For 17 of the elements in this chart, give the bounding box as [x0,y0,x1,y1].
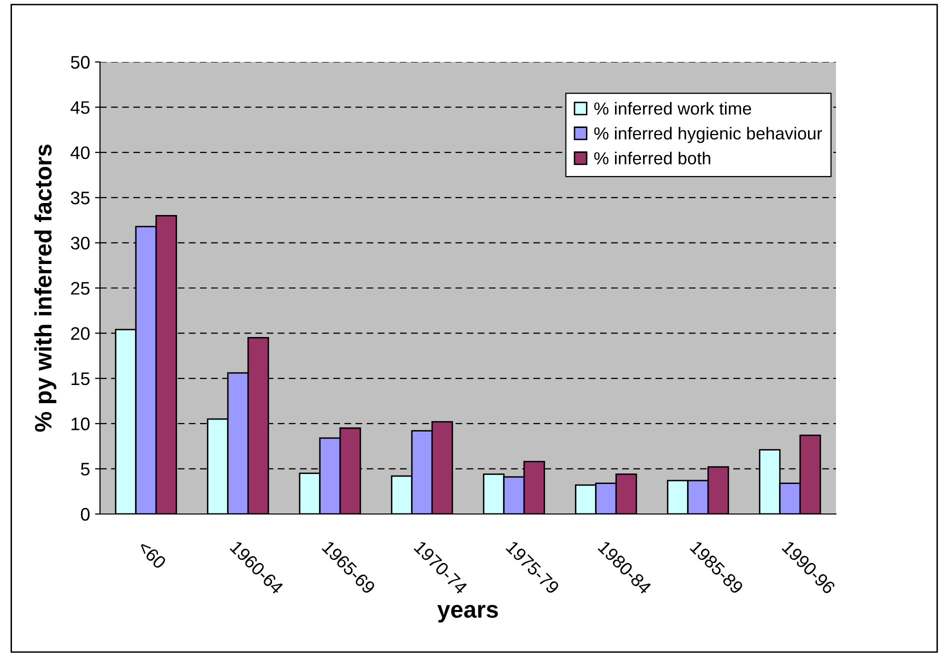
y-tick-label: 40 [70,146,90,160]
legend-label: % inferred work time [594,102,752,115]
y-tick-label: 35 [70,192,90,204]
y-tick-label: 20 [71,327,90,340]
y-tick-label: 25 [71,282,90,295]
y-tick-label: 10 [72,418,90,430]
legend-label: % inferred both [594,152,710,164]
y-tick-label: 45 [70,101,90,114]
y-axis-title: % py with inferred factors [34,144,56,432]
legend-label: % inferred hygienic behaviour [594,126,822,144]
y-tick-label: 50 [70,56,90,69]
y-tick-label: 15 [72,372,90,386]
x-axis-title: years [437,604,498,623]
x-tick-label: <60 [137,540,167,570]
y-tick-label: 0 [80,508,90,521]
y-tick-label: 30 [70,236,90,250]
y-tick-label: 5 [80,462,90,476]
